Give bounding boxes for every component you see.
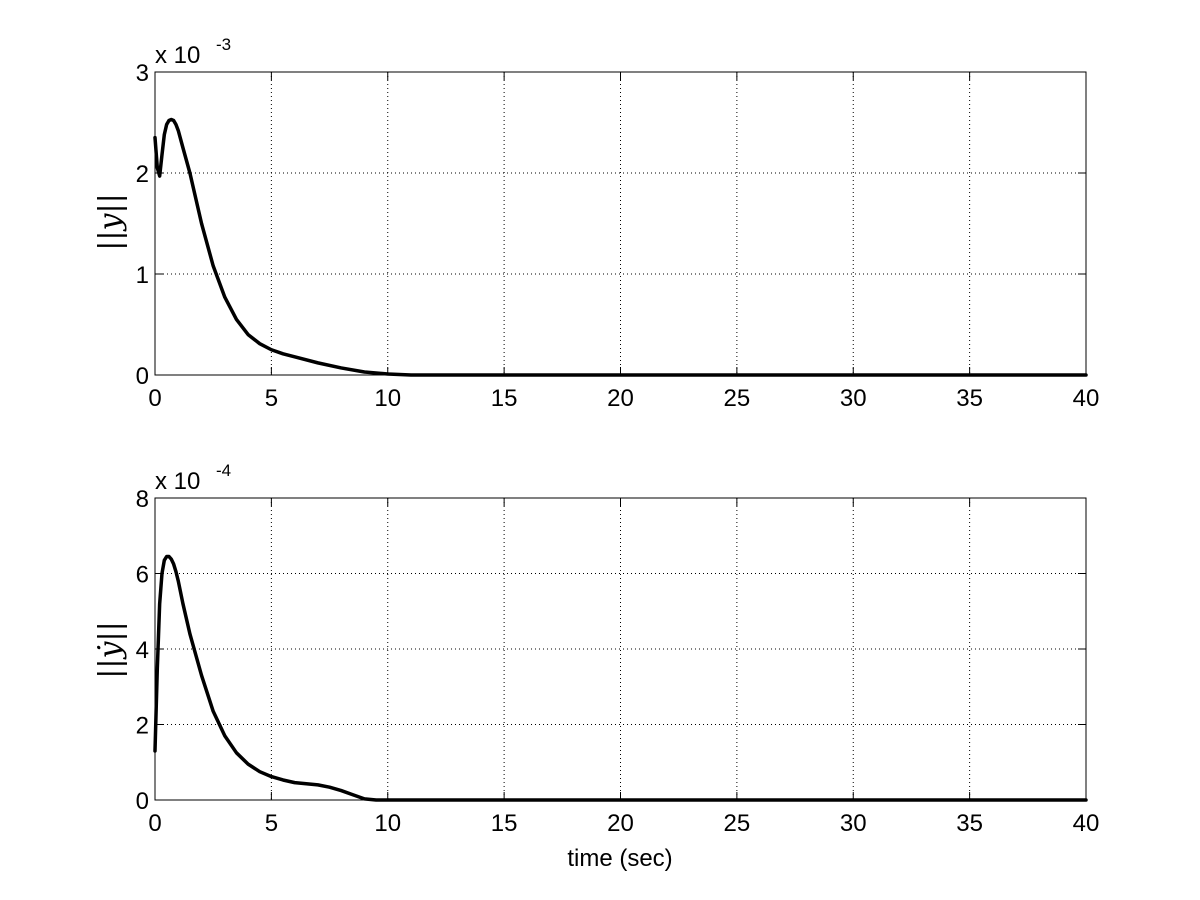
y-axis-label: ||y|| [93, 193, 128, 250]
y-exponent-base: x 10 [155, 468, 200, 495]
y-tick-label: 0 [136, 788, 149, 815]
x-tick-label: 15 [491, 385, 518, 412]
y-tick-label: 0 [136, 363, 149, 390]
bottom-subplot: 0 5 10 15 20 25 30 35 40 0 2 4 6 8 x 10 -4 ||ẏ|| time… [93, 461, 1099, 872]
series-line [153, 117, 1088, 377]
x-axis-label: time (sec) [567, 845, 672, 872]
x-tick-label: 25 [724, 385, 751, 412]
x-tick-label: 35 [956, 385, 983, 412]
x-tick-label: 0 [148, 810, 161, 837]
grid [155, 72, 1086, 375]
x-tick-label: 20 [607, 385, 634, 412]
x-tick-label: 30 [840, 810, 867, 837]
y-tick-label: 6 [136, 562, 149, 589]
x-tick-label: 40 [1073, 385, 1100, 412]
y-tick-label: 4 [136, 637, 149, 664]
x-tick-label: 30 [840, 385, 867, 412]
x-tick-label: 25 [724, 810, 751, 837]
series-line [153, 554, 1088, 802]
x-tick-label: 5 [265, 810, 278, 837]
y-tick-label: 2 [136, 713, 149, 740]
top-subplot: 0 5 10 15 20 25 30 35 40 0 1 2 3 x 10 -3 ||y|| [93, 35, 1099, 412]
x-tick-label: 5 [265, 385, 278, 412]
y-exponent-base: x 10 [155, 42, 200, 69]
y-tick-label: 8 [136, 486, 149, 513]
x-tick-label: 40 [1073, 810, 1100, 837]
y-tick-label: 3 [136, 60, 149, 87]
y-axis-label: ||ẏ|| [93, 621, 128, 678]
y-tick-label: 2 [136, 161, 149, 188]
y-exponent-power: -3 [216, 35, 231, 54]
axes-background [155, 72, 1086, 375]
ticks: 0 5 10 15 20 25 30 35 40 0 1 2 3 [136, 60, 1100, 412]
y-tick-label: 1 [136, 262, 149, 289]
x-tick-label: 10 [374, 385, 401, 412]
axes-background [155, 498, 1086, 800]
ticks: 0 5 10 15 20 25 30 35 40 0 2 4 6 8 [136, 486, 1100, 837]
x-tick-label: 20 [607, 810, 634, 837]
x-tick-label: 10 [374, 810, 401, 837]
x-tick-label: 15 [491, 810, 518, 837]
x-tick-label: 0 [148, 385, 161, 412]
x-tick-label: 35 [956, 810, 983, 837]
y-exponent-power: -4 [216, 461, 231, 480]
series-layer [153, 554, 1088, 802]
series-layer [153, 117, 1088, 377]
